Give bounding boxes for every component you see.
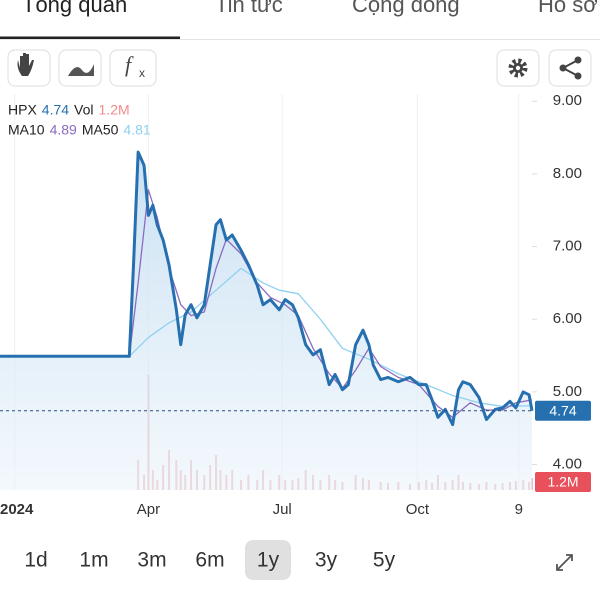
legend-text: 4.81 xyxy=(123,122,150,138)
gear-hole xyxy=(515,65,521,71)
volume-badge-label: 1.2M xyxy=(547,474,578,490)
formula-icon-sub: x xyxy=(139,66,145,80)
y-tick-label: 5.00 xyxy=(553,383,582,400)
legend-text: HPX xyxy=(8,102,37,118)
share-dot xyxy=(559,64,567,72)
range-button[interactable]: 3y xyxy=(315,549,338,572)
area-icon xyxy=(68,64,94,76)
y-tick-label: 8.00 xyxy=(553,165,582,182)
tab[interactable]: Tin tức xyxy=(215,0,283,17)
line-series xyxy=(0,267,533,408)
y-tick-label: 6.00 xyxy=(553,310,582,327)
y-tick-label: 9.00 xyxy=(553,92,582,109)
range-button[interactable]: 1m xyxy=(79,549,108,572)
tab[interactable]: Tổng quan xyxy=(22,0,127,17)
share-button[interactable] xyxy=(548,49,592,87)
indicator-button[interactable] xyxy=(109,49,157,87)
range-button[interactable]: 5y xyxy=(373,549,396,572)
share-dot xyxy=(574,56,582,64)
x-tick-label: 2024 xyxy=(0,501,34,518)
formula-icon: f xyxy=(125,52,134,77)
hand-icon xyxy=(17,53,34,76)
range-button[interactable]: 3m xyxy=(137,549,166,572)
legend-text: MA10 xyxy=(8,122,45,138)
x-tick-label: Jul xyxy=(273,501,292,518)
expand-icon[interactable] xyxy=(556,554,573,571)
range-selected xyxy=(245,540,291,580)
plot: 2024 Apr Jul Oct 9 9.00 8.00 7.00 6.00 5.00 4.00 4.… xyxy=(0,92,591,518)
legend: HPX 4.74 Vol 1.2M MA10 4.89 MA50 4.81 xyxy=(8,102,151,138)
range-button[interactable]: 6m xyxy=(195,549,224,572)
share-dot xyxy=(574,72,582,80)
legend-text: 1.2M xyxy=(99,102,130,118)
y-tick-label: 4.00 xyxy=(553,456,582,473)
last-price-badge xyxy=(535,400,591,421)
x-tick-label: 9 xyxy=(515,501,523,518)
tab-bar: Tổng quan Tin tức Cộng đồng Hồ sơ xyxy=(22,0,598,17)
last-price-label: 4.74 xyxy=(549,403,576,419)
legend-text: 4.74 xyxy=(42,102,69,118)
legend-text: MA50 xyxy=(82,122,119,138)
line-series xyxy=(0,150,534,427)
tab[interactable]: Hồ sơ xyxy=(538,0,598,17)
volume-badge xyxy=(535,472,591,492)
legend-text: Vol xyxy=(74,102,93,118)
range-button[interactable]: 1d xyxy=(24,549,47,572)
x-tick-label: Apr xyxy=(137,501,160,518)
price-area xyxy=(0,152,532,491)
x-tick-label: Oct xyxy=(406,501,430,518)
range-button[interactable]: 1y xyxy=(257,549,280,572)
toolbar: f x xyxy=(7,49,592,87)
legend-text: 4.89 xyxy=(50,122,77,138)
gear-icon xyxy=(508,58,528,78)
y-tick-label: 7.00 xyxy=(553,238,582,255)
tab[interactable]: Cộng đồng xyxy=(352,0,460,17)
range-bar: 1d 1m 3m 6m 1y 3y 5y xyxy=(24,540,396,580)
